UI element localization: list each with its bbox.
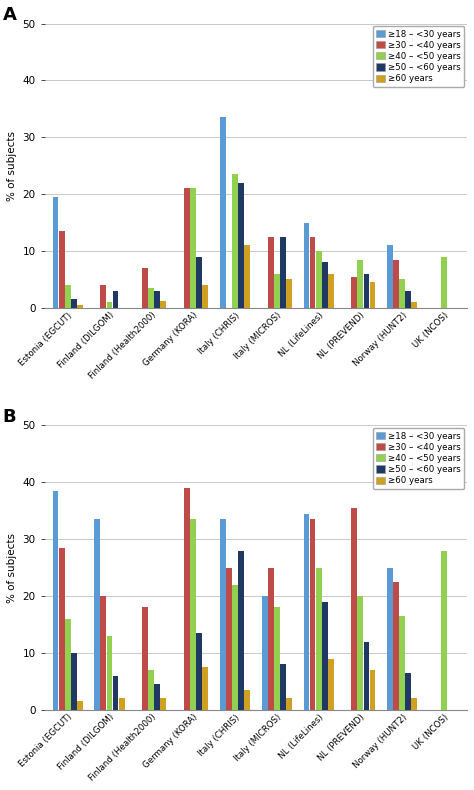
Bar bbox=[107, 636, 112, 710]
Bar bbox=[310, 519, 316, 710]
Bar bbox=[161, 698, 166, 710]
Bar bbox=[190, 189, 196, 308]
Bar bbox=[262, 596, 267, 710]
Bar bbox=[351, 508, 357, 710]
Bar bbox=[196, 257, 202, 308]
Bar bbox=[220, 118, 226, 308]
Bar bbox=[107, 303, 112, 308]
Bar bbox=[274, 274, 280, 308]
Bar bbox=[405, 673, 411, 710]
Bar bbox=[274, 608, 280, 710]
Bar bbox=[53, 197, 58, 308]
Bar bbox=[405, 291, 411, 308]
Bar bbox=[59, 231, 64, 308]
Bar bbox=[100, 285, 106, 308]
Bar bbox=[113, 291, 118, 308]
Bar bbox=[268, 568, 273, 710]
Bar bbox=[393, 260, 399, 308]
Bar bbox=[59, 547, 64, 710]
Bar bbox=[399, 280, 405, 308]
Bar bbox=[441, 551, 447, 710]
Bar bbox=[190, 519, 196, 710]
Y-axis label: % of subjects: % of subjects bbox=[7, 532, 17, 603]
Bar bbox=[399, 616, 405, 710]
Bar bbox=[142, 268, 148, 308]
Bar bbox=[71, 299, 77, 308]
Bar bbox=[322, 262, 328, 308]
Bar bbox=[411, 303, 417, 308]
Bar bbox=[303, 223, 310, 308]
Text: B: B bbox=[2, 408, 16, 427]
Legend: ≥18 – <30 years, ≥30 – <40 years, ≥40 – <50 years, ≥50 – <60 years, ≥60 years: ≥18 – <30 years, ≥30 – <40 years, ≥40 – … bbox=[373, 428, 465, 488]
Bar bbox=[310, 237, 316, 308]
Bar bbox=[77, 702, 82, 710]
Bar bbox=[113, 675, 118, 710]
Bar bbox=[411, 698, 417, 710]
Bar bbox=[202, 285, 208, 308]
Text: A: A bbox=[2, 6, 16, 24]
Bar bbox=[148, 670, 154, 710]
Bar bbox=[94, 519, 100, 710]
Bar bbox=[268, 237, 273, 308]
Bar bbox=[100, 596, 106, 710]
Bar bbox=[161, 301, 166, 308]
Bar bbox=[244, 690, 250, 710]
Bar bbox=[441, 257, 447, 308]
Bar bbox=[226, 568, 232, 710]
Bar bbox=[148, 288, 154, 308]
Bar bbox=[370, 282, 375, 308]
Bar bbox=[316, 568, 321, 710]
Bar bbox=[65, 619, 71, 710]
Bar bbox=[184, 488, 190, 710]
Bar bbox=[364, 641, 369, 710]
Bar bbox=[232, 585, 238, 710]
Bar bbox=[316, 251, 321, 308]
Bar bbox=[220, 519, 226, 710]
Bar bbox=[238, 182, 244, 308]
Bar bbox=[286, 698, 292, 710]
Bar bbox=[286, 280, 292, 308]
Bar bbox=[155, 291, 160, 308]
Bar bbox=[357, 260, 364, 308]
Bar bbox=[364, 274, 369, 308]
Bar bbox=[328, 659, 334, 710]
Bar bbox=[357, 596, 364, 710]
Bar bbox=[280, 237, 286, 308]
Bar bbox=[118, 698, 125, 710]
Bar bbox=[244, 246, 250, 308]
Bar bbox=[280, 664, 286, 710]
Y-axis label: % of subjects: % of subjects bbox=[7, 130, 17, 201]
Bar bbox=[202, 668, 208, 710]
Bar bbox=[53, 491, 58, 710]
Bar bbox=[65, 285, 71, 308]
Bar bbox=[393, 582, 399, 710]
Bar bbox=[387, 246, 393, 308]
Bar bbox=[196, 633, 202, 710]
Bar bbox=[77, 305, 82, 308]
Bar bbox=[155, 684, 160, 710]
Legend: ≥18 – <30 years, ≥30 – <40 years, ≥40 – <50 years, ≥50 – <60 years, ≥60 years: ≥18 – <30 years, ≥30 – <40 years, ≥40 – … bbox=[373, 26, 465, 87]
Bar bbox=[71, 653, 77, 710]
Bar bbox=[328, 274, 334, 308]
Bar bbox=[303, 514, 310, 710]
Bar bbox=[142, 608, 148, 710]
Bar bbox=[387, 568, 393, 710]
Bar bbox=[322, 602, 328, 710]
Bar bbox=[232, 175, 238, 308]
Bar bbox=[238, 551, 244, 710]
Bar bbox=[184, 189, 190, 308]
Bar bbox=[351, 276, 357, 308]
Bar bbox=[370, 670, 375, 710]
